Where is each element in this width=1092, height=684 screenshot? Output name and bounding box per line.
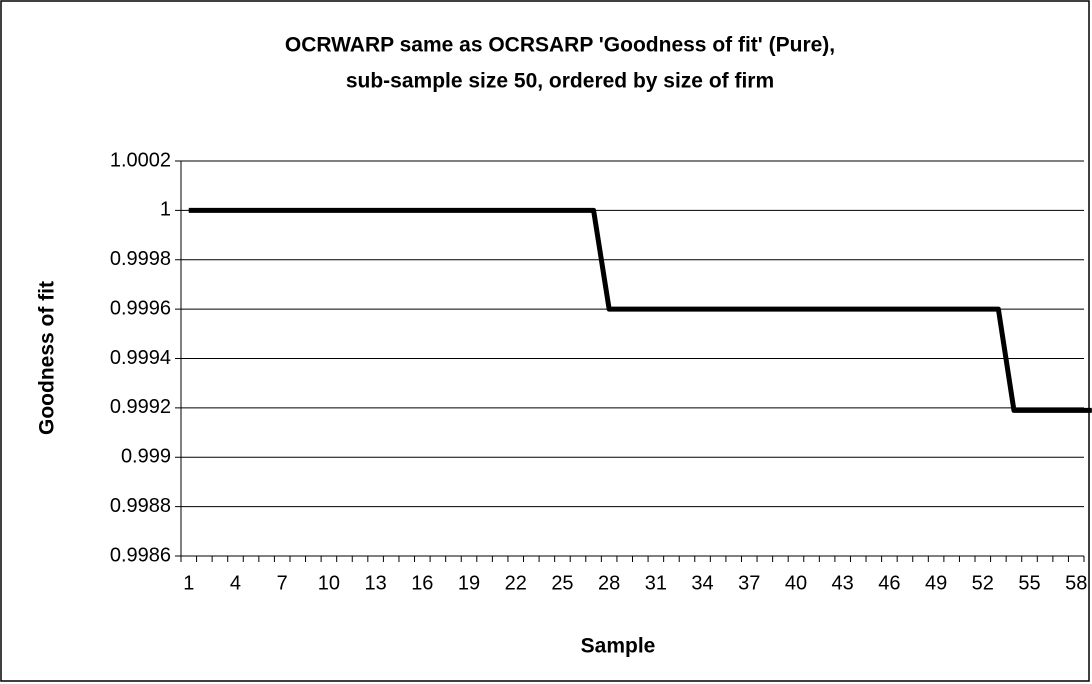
y-tick-label: 1.0002	[110, 149, 171, 171]
y-tick-label: 0.9998	[110, 248, 171, 270]
x-tick-label: 55	[1018, 572, 1040, 594]
x-axis-label: Sample	[581, 635, 656, 658]
x-tick-label: 34	[691, 572, 713, 594]
x-tick-label: 1	[183, 572, 194, 594]
series-line	[188, 208, 1092, 412]
x-tick-label: 31	[645, 572, 667, 594]
x-tick-label: 58	[1065, 572, 1087, 594]
y-tick-label: 0.9986	[110, 544, 171, 566]
y-tick-label: 0.9994	[110, 347, 171, 369]
x-tick-label: 7	[277, 572, 288, 594]
x-tick-label: 40	[785, 572, 807, 594]
y-tick-label: 1	[160, 199, 171, 221]
y-tick-label: 0.9988	[110, 495, 171, 517]
x-tick-label: 46	[878, 572, 900, 594]
x-tick-label: 10	[318, 572, 340, 594]
y-axis-label: Goodness of fit	[36, 281, 59, 435]
x-tick-label: 13	[364, 572, 386, 594]
chart-title: sub-sample size 50, ordered by size of f…	[346, 70, 774, 93]
x-tick-label: 4	[230, 572, 241, 594]
chart-title: OCRWARP same as OCRSARP 'Goodness of fit…	[285, 34, 835, 57]
x-tick-label: 16	[411, 572, 433, 594]
y-tick-label: 0.999	[121, 446, 171, 468]
x-tick-label: 25	[551, 572, 573, 594]
x-tick-label: 19	[458, 572, 480, 594]
x-tick-label: 49	[925, 572, 947, 594]
x-tick-label: 52	[972, 572, 994, 594]
y-tick-label: 0.9992	[110, 396, 171, 418]
x-tick-label: 22	[505, 572, 527, 594]
x-tick-label: 37	[738, 572, 760, 594]
x-tick-label: 43	[832, 572, 854, 594]
y-tick-label: 0.9996	[110, 297, 171, 319]
x-tick-label: 28	[598, 572, 620, 594]
